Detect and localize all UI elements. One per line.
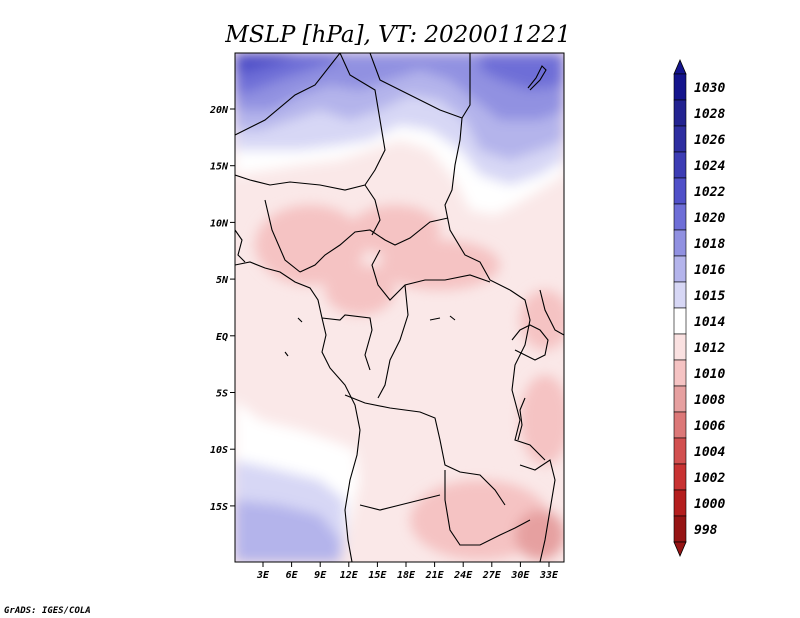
colorbar-label: 1028 (694, 107, 725, 122)
coastlines-borders (235, 53, 564, 562)
lon-label: 33E (539, 570, 559, 581)
lon-label: 24E (453, 570, 473, 581)
colorbar: 1030 1028 1026 1024 1022 1020 1018 1016 1015 1014… (673, 58, 725, 558)
colorbar-label: 1015 (694, 289, 725, 304)
lon-label: 3E (256, 570, 270, 581)
lat-label: 5S (216, 389, 228, 400)
colorbar-label: 1004 (694, 445, 725, 460)
lat-label: 10S (210, 445, 228, 456)
colorbar-swatch (673, 281, 687, 309)
latitude-axis: 20N 15N 10N 5N EQ 5S 10S 15S (209, 105, 235, 513)
lat-label: 10N (210, 218, 229, 229)
lon-label: 21E (425, 570, 445, 581)
colorbar-label: 1012 (694, 341, 725, 356)
map-frame (234, 52, 565, 563)
colorbar-swatch (673, 359, 687, 387)
lon-label: 12E (340, 570, 359, 581)
lon-label: 6E (286, 570, 299, 581)
lon-label: 30E (510, 570, 530, 581)
lat-label: 20N (209, 105, 229, 116)
colorbar-label: 1000 (694, 497, 725, 512)
colorbar-label: 1030 (694, 81, 725, 96)
lat-label: 15N (210, 162, 229, 173)
colorbar-swatch (673, 333, 687, 361)
colorbar-label: 998 (694, 523, 718, 538)
colorbar-swatch (673, 411, 687, 439)
colorbar-top-arrow (673, 58, 687, 75)
colorbar-swatch (673, 229, 687, 257)
colorbar-label: 1020 (694, 211, 725, 226)
lon-label: 15E (368, 570, 387, 581)
colorbar-swatch (673, 73, 687, 101)
colorbar-swatch (673, 99, 687, 127)
colorbar-label: 1026 (694, 133, 725, 148)
colorbar-swatch (673, 203, 687, 231)
colorbar-swatch (673, 307, 687, 335)
colorbar-label: 1018 (694, 237, 725, 252)
colorbar-label: 1010 (694, 367, 725, 382)
colorbar-label: 1014 (694, 315, 725, 330)
colorbar-label: 1024 (694, 159, 725, 174)
colorbar-swatch (673, 515, 687, 543)
lon-label: 9E (314, 570, 327, 581)
colorbar-swatch (673, 151, 687, 179)
colorbar-swatch (673, 177, 687, 205)
colorbar-swatch (673, 385, 687, 413)
lat-label: 15S (210, 502, 228, 513)
colorbar-label: 1022 (694, 185, 725, 200)
colorbar-swatch (673, 463, 687, 491)
colorbar-label: 1002 (694, 471, 725, 486)
lon-label: 18E (397, 570, 416, 581)
colorbar-label: 1006 (694, 419, 725, 434)
grads-credit: GrADS: IGES/COLA (4, 606, 91, 616)
pressure-field (235, 53, 564, 562)
lat-label: EQ (216, 332, 228, 343)
colorbar-swatch (673, 255, 687, 283)
colorbar-label: 1016 (694, 263, 725, 278)
lat-label: 5N (216, 275, 229, 286)
lon-label: 27E (482, 570, 502, 581)
map-title: MSLP [hPa], VT: 2020011221 (224, 22, 570, 48)
colorbar-bottom-arrow (673, 541, 687, 558)
colorbar-swatch (673, 437, 687, 465)
colorbar-swatch (673, 125, 687, 153)
colorbar-swatch (673, 489, 687, 517)
longitude-axis: 3E 6E 9E 12E 15E 18E 21E 24E 27E 30E 33E (256, 562, 559, 581)
colorbar-label: 1008 (694, 393, 725, 408)
